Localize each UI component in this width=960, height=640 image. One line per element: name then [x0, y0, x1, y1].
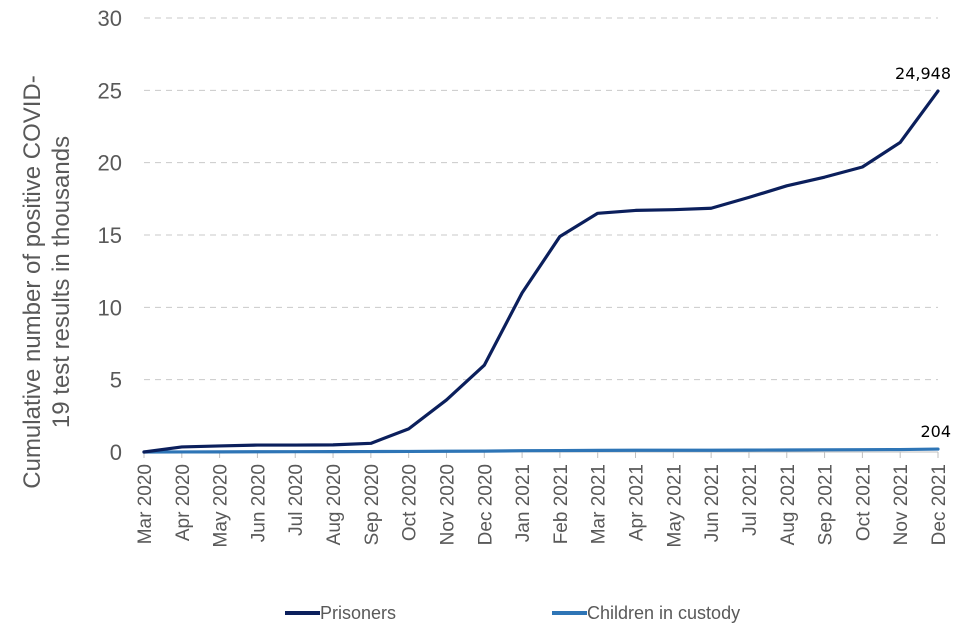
y-tick-label: 5	[110, 368, 122, 393]
y-axis-title-line: 19 test results in thousands	[48, 136, 75, 428]
legend-label: Prisoners	[320, 603, 396, 623]
data-labels: 24,948 204	[895, 64, 951, 441]
x-tick-label: May 2021	[664, 464, 685, 547]
x-tick-label: Nov 2021	[891, 464, 912, 545]
y-tick-label: 10	[98, 295, 122, 320]
x-tick-label: Sep 2021	[816, 464, 837, 545]
legend: Prisoners Children in custody	[285, 603, 740, 623]
x-tick-label: Jan 2021	[513, 464, 534, 542]
x-tick-label: Sep 2020	[362, 464, 383, 545]
x-tick-label: Oct 2021	[853, 464, 874, 541]
x-tick-label: Aug 2021	[778, 464, 799, 545]
data-label: 24,948	[895, 64, 951, 83]
y-tick-label: 15	[98, 223, 122, 248]
x-tick-label: Mar 2021	[589, 464, 610, 544]
y-tick-label: 25	[98, 78, 122, 103]
x-tick-label: Mar 2020	[135, 464, 156, 544]
x-tick-label: Nov 2020	[437, 464, 458, 545]
x-tick-label: Jun 2020	[248, 464, 269, 542]
legend-label: Children in custody	[587, 603, 740, 623]
series-line-prisoners	[142, 89, 940, 454]
data-label: 204	[920, 422, 951, 441]
gridlines	[144, 17, 938, 381]
x-tick-label: Dec 2021	[929, 464, 950, 545]
y-tick-label: 0	[110, 440, 122, 465]
x-tick-label: Feb 2021	[551, 464, 572, 544]
x-tick-label: Aug 2020	[324, 464, 345, 545]
series-line-children-in-custody	[142, 447, 940, 454]
axes: 0 5 10 15 20 25 30 Mar 2020 Apr 2020 May 2020 Jun …	[98, 6, 950, 547]
y-axis-title-line: Cumulative number of positive COVID-	[19, 75, 46, 488]
x-tick-label: Apr 2020	[173, 464, 194, 541]
x-tick-label: Oct 2020	[400, 464, 421, 541]
x-tick-label: Jul 2021	[740, 464, 761, 536]
x-tick-label: Dec 2020	[475, 464, 496, 545]
y-axis-title-text: Cumulative number of positive COVID-19 t…	[19, 75, 75, 488]
y-axis-title: Cumulative number of positive COVID-19 t…	[19, 75, 75, 488]
x-tick-label: Apr 2021	[627, 464, 648, 541]
y-tick-label: 20	[98, 151, 122, 176]
y-tick-label: 30	[98, 6, 122, 31]
x-tick-label: Jun 2021	[702, 464, 723, 542]
series-lines	[142, 89, 940, 454]
x-tick-label: Jul 2020	[286, 464, 307, 536]
x-tick-label: May 2020	[211, 464, 232, 547]
